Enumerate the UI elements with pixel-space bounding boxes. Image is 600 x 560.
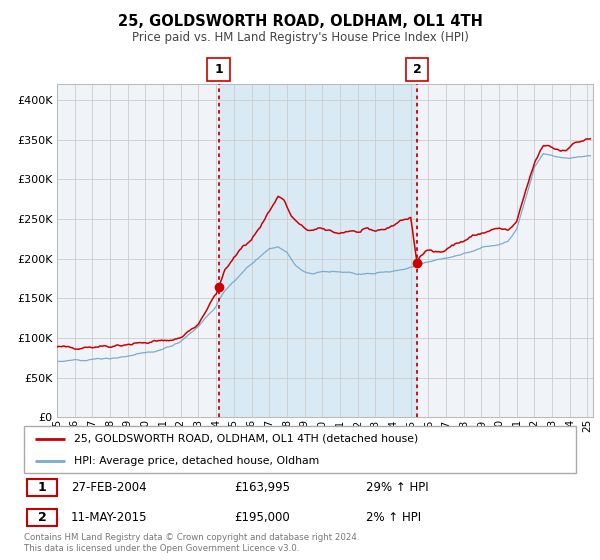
Text: 2: 2 [413, 63, 421, 76]
Text: 25, GOLDSWORTH ROAD, OLDHAM, OL1 4TH: 25, GOLDSWORTH ROAD, OLDHAM, OL1 4TH [118, 14, 482, 29]
Text: Price paid vs. HM Land Registry's House Price Index (HPI): Price paid vs. HM Land Registry's House … [131, 31, 469, 44]
Text: 25, GOLDSWORTH ROAD, OLDHAM, OL1 4TH (detached house): 25, GOLDSWORTH ROAD, OLDHAM, OL1 4TH (de… [74, 434, 418, 444]
Text: 2: 2 [38, 511, 46, 524]
Bar [219, 84, 417, 417]
Text: 1: 1 [38, 481, 46, 494]
Text: 27-FEB-2004: 27-FEB-2004 [71, 481, 146, 494]
Text: HPI: Average price, detached house, Oldham: HPI: Average price, detached house, Oldh… [74, 456, 319, 466]
FancyBboxPatch shape [27, 479, 57, 496]
Text: 2% ↑ HPI: 2% ↑ HPI [366, 511, 421, 524]
Text: 29% ↑ HPI: 29% ↑ HPI [366, 481, 429, 494]
Text: 11-MAY-2015: 11-MAY-2015 [71, 511, 148, 524]
FancyBboxPatch shape [27, 509, 57, 526]
Text: £195,000: £195,000 [234, 511, 290, 524]
Text: 1: 1 [214, 63, 223, 76]
Text: Contains HM Land Registry data © Crown copyright and database right 2024.
This d: Contains HM Land Registry data © Crown c… [24, 533, 359, 553]
Text: £163,995: £163,995 [234, 481, 290, 494]
